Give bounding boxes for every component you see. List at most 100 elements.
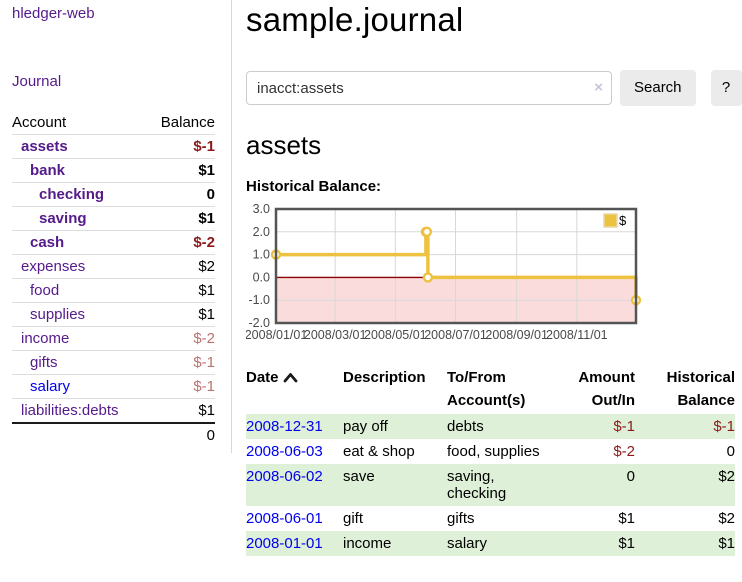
account-balance: $-1 [193, 378, 215, 395]
sidebar-account-row: checking 0 [12, 182, 215, 206]
sort-asc-icon [283, 373, 297, 383]
register-header-row: Date Description To/From Account(s) Amount Ou… [246, 364, 735, 414]
account-balance: $2 [198, 258, 215, 275]
sidebar-account-row: assets $-1 [12, 134, 215, 158]
account-balance: $-1 [193, 354, 215, 371]
transaction-date-link[interactable]: 2008-01-01 [246, 535, 323, 552]
chart-label: Historical Balance: [246, 178, 382, 195]
transaction-description: gift [343, 510, 364, 527]
balance-chart[interactable]: 3.0 2.0 1.0 0.0 -1.0 -2.02008/01/012008/03/01… [246, 202, 646, 344]
sidebar-account-row: supplies $1 [12, 302, 215, 326]
account-link[interactable]: assets [21, 138, 68, 155]
transaction-accounts: gifts [447, 510, 475, 527]
transaction-amount: $-1 [613, 418, 635, 435]
account-heading: assets [246, 130, 322, 160]
account-balance: $1 [198, 210, 215, 227]
account-link[interactable]: expenses [21, 258, 86, 275]
help-button[interactable]: ? [710, 70, 742, 106]
sidebar: hledger-web Journal Account Balance asse… [0, 0, 232, 453]
transaction-amount: $1 [618, 510, 635, 527]
transaction-row: 2008-06-03 eat & shop food, supplies $-2 0 [246, 439, 735, 464]
app-title-link[interactable]: hledger-web [12, 5, 95, 22]
accounts-total-row: 0 [12, 422, 215, 447]
data-point-marker[interactable] [421, 226, 433, 237]
column-header-to-from: To/From Account(s) [447, 369, 526, 409]
register-table: Date Description To/From Account(s) Amount Ou… [246, 364, 735, 556]
column-header-historical: Historical Balance [666, 369, 735, 409]
transaction-date-link[interactable]: 2008-12-31 [246, 418, 323, 435]
sidebar-account-row: bank $1 [12, 158, 215, 182]
y-axis-tick-label: 3.0 [253, 202, 270, 216]
transaction-accounts: debts [447, 418, 484, 435]
account-link[interactable]: income [21, 330, 70, 347]
transaction-accounts: food, supplies [447, 443, 540, 460]
account-link[interactable]: gifts [30, 354, 58, 371]
sidebar-account-row: income $-2 [12, 326, 215, 350]
column-header-amount: Amount Out/In [578, 369, 635, 409]
accounts-total-value: 0 [206, 427, 215, 444]
sidebar-account-row: gifts $-1 [12, 350, 215, 374]
transaction-date-link[interactable]: 2008-06-02 [246, 468, 323, 485]
account-link[interactable]: saving [39, 210, 87, 227]
transaction-accounts: salary [447, 535, 488, 552]
transaction-balance: $2 [718, 468, 735, 485]
x-axis-tick-label: 2008/01/01 [246, 328, 307, 342]
sidebar-item-journal[interactable]: Journal [12, 73, 62, 90]
x-axis-tick-label: 2008/07/01 [424, 328, 487, 342]
transaction-row: 2008-06-01 gift gifts $1 $2 [246, 506, 735, 531]
legend-label: $ [619, 213, 627, 228]
sidebar-account-row: food $1 [12, 278, 215, 302]
transaction-description: income [343, 535, 392, 552]
account-link[interactable]: supplies [30, 306, 86, 323]
accounts-table-header: Account Balance [12, 111, 215, 134]
y-axis-tick-label: 2.0 [253, 225, 270, 239]
sidebar-account-row: liabilities:debts $1 [12, 398, 215, 422]
x-axis-tick-label: 2008/11/01 [546, 328, 608, 342]
transaction-date-link[interactable]: 2008-06-03 [246, 443, 323, 460]
sidebar-account-row: expenses $2 [12, 254, 215, 278]
transaction-description: save [343, 468, 375, 485]
account-balance: $1 [198, 306, 215, 323]
transaction-amount: 0 [626, 468, 635, 485]
accounts-table: Account Balance assets $-1 bank $1 checking 0… [12, 111, 215, 447]
search-button[interactable]: Search [620, 70, 696, 106]
transaction-accounts: saving, checking [447, 468, 507, 502]
transaction-balance: $-1 [713, 418, 735, 435]
account-link[interactable]: checking [39, 186, 105, 203]
transaction-amount: $-2 [613, 443, 635, 460]
y-axis-tick-label: 1.0 [253, 248, 270, 262]
sidebar-account-row: salary $-1 [12, 374, 215, 398]
transaction-balance: 0 [726, 443, 735, 460]
transaction-date-link[interactable]: 2008-06-01 [246, 510, 323, 527]
account-link[interactable]: bank [30, 162, 66, 179]
account-link[interactable]: salary [30, 378, 71, 395]
x-axis-tick-label: 2008/03/01 [304, 328, 367, 342]
sidebar-account-row: saving $1 [12, 206, 215, 230]
chart-border [274, 207, 638, 325]
account-balance: $-2 [193, 330, 215, 347]
transaction-row: 2008-01-01 income salary $1 $1 [246, 531, 735, 556]
clear-search-icon[interactable]: × [594, 79, 603, 96]
account-balance: $-1 [193, 138, 215, 155]
y-axis-tick-label: -1.0 [248, 293, 270, 307]
account-balance: $-2 [193, 234, 215, 251]
data-point-marker[interactable] [422, 272, 434, 283]
account-balance: 0 [206, 186, 215, 203]
account-link[interactable]: cash [30, 234, 65, 251]
y-axis-tick-label: -2.0 [248, 316, 270, 330]
account-link[interactable]: food [30, 282, 60, 299]
main-content: sample.journal × Search ? assets Histori… [232, 0, 742, 582]
account-balance: $1 [198, 282, 215, 299]
sidebar-account-row: cash $-2 [12, 230, 215, 254]
transaction-description: pay off [343, 418, 388, 435]
column-header-date[interactable]: Date [246, 364, 343, 414]
accounts-header-balance: Balance [160, 114, 215, 131]
x-axis-tick-label: 2008/09/01 [485, 328, 548, 342]
legend-swatch [603, 213, 618, 228]
search-bar: × Search ? [246, 70, 742, 106]
page-title: sample.journal [246, 1, 464, 38]
transaction-balance: $2 [718, 510, 735, 527]
search-input[interactable] [246, 71, 612, 105]
transaction-balance: $1 [718, 535, 735, 552]
account-link[interactable]: liabilities:debts [21, 402, 119, 419]
